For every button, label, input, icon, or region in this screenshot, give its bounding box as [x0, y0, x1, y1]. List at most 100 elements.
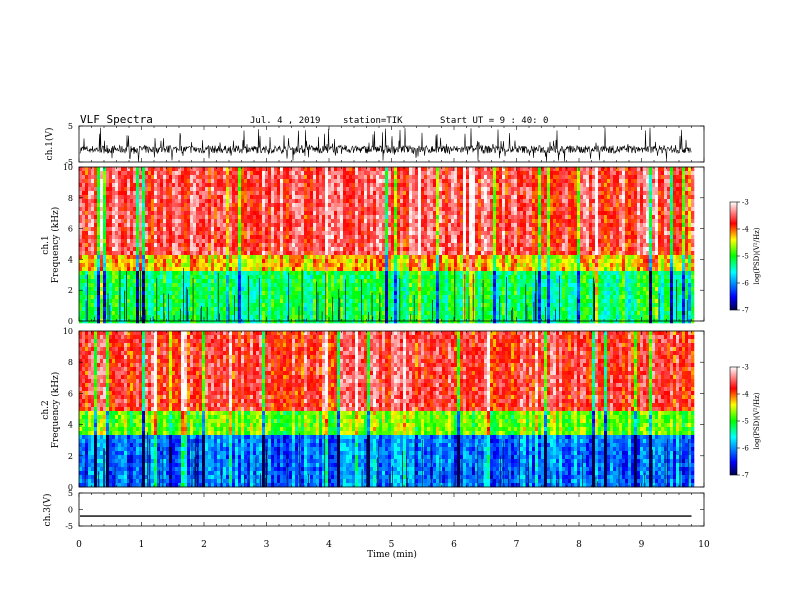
ch1-spectrogram-cell [328, 287, 332, 292]
ch1-spectrogram-cell [421, 187, 425, 192]
ch1-spectrogram-cell [193, 215, 197, 220]
ch1-spectrogram-cell [430, 267, 434, 272]
ch1-spectrogram-cell [385, 235, 389, 240]
ch1-spectrogram-cell [214, 211, 218, 216]
ch1-spectrogram-cell [271, 251, 275, 256]
ch1-spectrogram-cell [358, 207, 362, 212]
ch1-spectrogram-cell [424, 307, 428, 312]
ch1-spectrogram-cell [121, 243, 125, 248]
ch1-spectrogram-cell [439, 247, 443, 252]
ch1-spectrogram-cell [175, 187, 179, 192]
ch1-spectrogram-cell [220, 203, 224, 208]
ch1-spectrogram-cell [370, 303, 374, 308]
ch1-spectrogram-cell [388, 279, 392, 284]
ch1-spectrogram-cell [118, 243, 122, 248]
ch1-spectrogram-cell [337, 211, 341, 216]
ch1-spectrogram-cell [292, 215, 296, 220]
ch1-spectrogram-cell [313, 287, 317, 292]
ch1-spectrogram-cell [373, 179, 377, 184]
ch1-spectrogram-cell [94, 171, 98, 176]
ch1-spectrogram-cell [337, 219, 341, 224]
ch1-spectrogram-cell [283, 299, 287, 304]
ch1-spectrogram-cell [406, 263, 410, 268]
ch1-spectrogram-cell [94, 311, 98, 316]
ch1-spectrogram-cell [340, 243, 344, 248]
ch1-spectrogram-cell [277, 311, 281, 316]
ch1-spectrogram-cell [412, 303, 416, 308]
ch1-spectrogram-cell [244, 235, 248, 240]
ch1-spectrogram-cell [322, 167, 326, 172]
ch1-spectrogram-cell [424, 259, 428, 264]
ch1-spectrogram-cell [100, 223, 104, 228]
ch1-spectrogram-cell [190, 287, 194, 292]
ch1-spectrogram-cell [382, 203, 386, 208]
ch1-spectrogram-cell [271, 303, 275, 308]
ch1-spectrogram-cell [310, 195, 314, 200]
ch1-spectrogram-cell [439, 227, 443, 232]
ch1-spectrogram-cell [280, 175, 284, 180]
ch1-spectrogram-cell [415, 271, 419, 276]
ch1-spectrogram-cell [298, 215, 302, 220]
ch1-spectrogram-cell [121, 203, 125, 208]
ch1-spectrogram-cell [181, 223, 185, 228]
ch1-spectrogram-cell [166, 279, 170, 284]
ch1-spectrogram-cell [379, 179, 383, 184]
ch1-spectrogram-cell [403, 279, 407, 284]
ch1-spectrogram-cell [124, 175, 128, 180]
ch1-spectrogram-cell [184, 243, 188, 248]
ch1-spectrogram-cell [256, 287, 260, 292]
ch1-spectrogram-cell [139, 171, 143, 176]
ch1-spectrogram-cell [172, 291, 176, 296]
ch1-spectrogram-cell [436, 167, 440, 172]
ch1-spectrogram-cell [265, 299, 269, 304]
ch1-spectrogram-cell [397, 311, 401, 316]
ch1-spectrogram-cell [340, 207, 344, 212]
ch1-spectrogram-cell [202, 235, 206, 240]
ch1-spectrogram-cell [157, 279, 161, 284]
ch1-spectrogram-cell [301, 227, 305, 232]
ch1-spectrogram-cell [178, 203, 182, 208]
ch1-spectrogram-cell [388, 315, 392, 320]
ch1-spectrogram-cell [139, 267, 143, 272]
ch1-spectrogram-cell [109, 271, 113, 276]
ch1-spectrogram-cell [448, 235, 452, 240]
ch1-spectrogram-cell [163, 303, 167, 308]
ch1-spectrogram-cell [271, 267, 275, 272]
ch1-spectrogram-cell [283, 307, 287, 312]
ch1-spectrogram-cell [190, 239, 194, 244]
ch1-spectrogram-cell [241, 287, 245, 292]
ch1-spectrogram-cell [442, 191, 446, 196]
ch1-spectrogram-cell [154, 307, 158, 312]
ch1-spectrogram-cell [307, 211, 311, 216]
ch1-spectrogram-cell [358, 167, 362, 172]
ch1-spectrogram-cell [154, 303, 158, 308]
ch1-spectrogram-cell [217, 255, 221, 260]
ch1-spectrogram-cell [94, 299, 98, 304]
ch1-spectrogram-cell [340, 263, 344, 268]
ch1-spectrogram-cell [79, 167, 83, 172]
ch1-spectrogram-cell [247, 215, 251, 220]
ch1-spectrogram-cell [178, 223, 182, 228]
ch1-spectrogram-cell [223, 199, 227, 204]
ch1-spectrogram-cell [421, 211, 425, 216]
ch1-spectrogram-cell [367, 291, 371, 296]
ch1-spectrogram-cell [325, 183, 329, 188]
ch1-spectrogram-cell [208, 247, 212, 252]
ch1-spectrogram-cell [340, 283, 344, 288]
ch1-spectrogram-cell [157, 311, 161, 316]
ch1-spectrogram-cell [262, 263, 266, 268]
ch1-spectrogram-cell [448, 211, 452, 216]
ch1-spectrogram-cell [319, 171, 323, 176]
ch1-spectrogram-cell [172, 275, 176, 280]
ch1-spectrogram-cell [274, 263, 278, 268]
ch1-spectrogram-cell [169, 215, 173, 220]
ch1-spectrogram-cell [346, 203, 350, 208]
ch1-spectrogram-cell [229, 235, 233, 240]
ch1-spectrogram-cell [451, 215, 455, 220]
ch1-spectrogram-cell [313, 311, 317, 316]
ch1-spectrogram-cell [181, 207, 185, 212]
ch1-spectrogram-cell [103, 203, 107, 208]
ch1-spectrogram-cell [325, 167, 329, 172]
ch1-spectrogram-cell [421, 291, 425, 296]
ch1-spectrogram-cell [442, 179, 446, 184]
